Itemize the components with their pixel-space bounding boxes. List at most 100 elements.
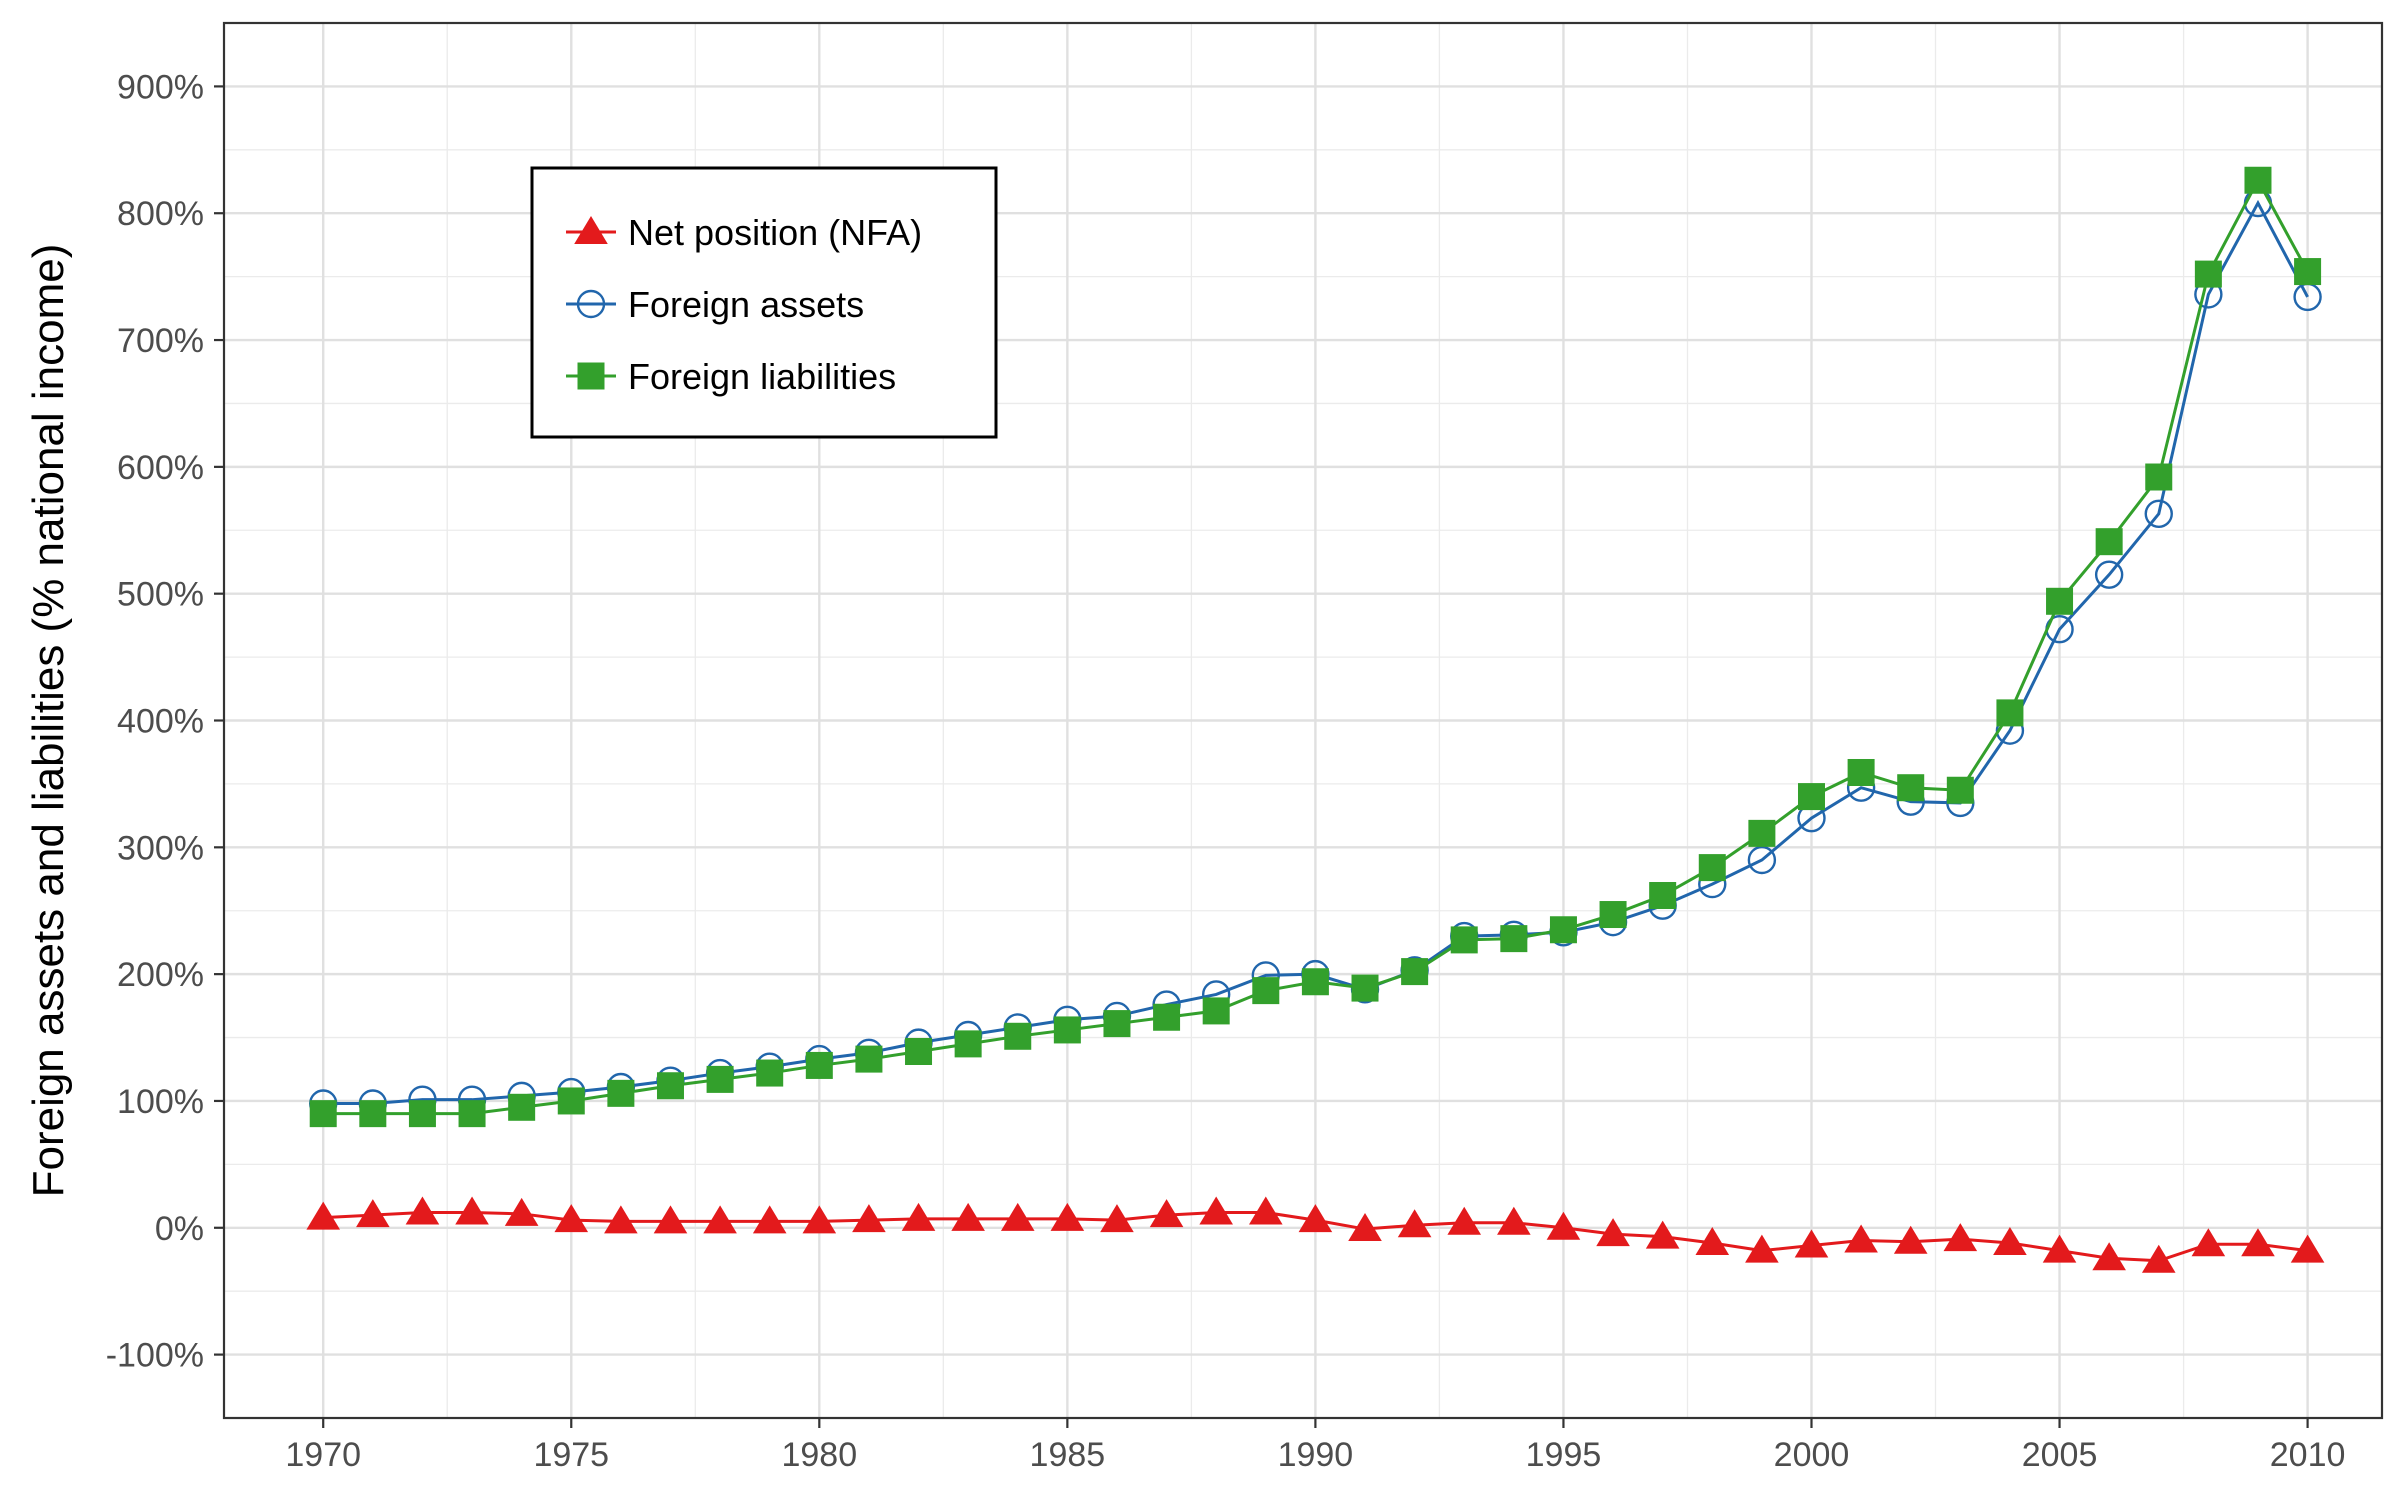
data-point-square	[458, 1100, 486, 1128]
data-point-triangle	[1745, 1234, 1779, 1263]
data-point-triangle	[1497, 1206, 1531, 1235]
data-point-triangle	[1695, 1226, 1730, 1255]
data-point-triangle	[1298, 1204, 1333, 1233]
data-point-square	[2294, 258, 2322, 286]
data-point-triangle	[703, 1205, 737, 1234]
data-point-square	[1351, 974, 1379, 1002]
data-point-triangle	[1447, 1206, 1482, 1235]
data-point-square	[1053, 1016, 1081, 1044]
legend-label: Net position (NFA)	[628, 212, 922, 253]
data-point-square	[1103, 1010, 1131, 1038]
data-point-square	[359, 1100, 387, 1128]
data-point-triangle	[1844, 1224, 1878, 1253]
data-point-square	[1946, 776, 1974, 804]
data-point-square	[805, 1051, 833, 1079]
data-point-triangle	[356, 1199, 390, 1228]
data-point-triangle	[1546, 1211, 1581, 1240]
data-point-square	[1202, 997, 1230, 1025]
series-triangle	[306, 1196, 2325, 1273]
data-point-triangle	[2241, 1228, 2275, 1257]
data-point-square	[1797, 783, 1825, 811]
data-point-square	[954, 1030, 982, 1058]
data-point-triangle	[1794, 1229, 1829, 1258]
data-point-triangle	[1000, 1202, 1035, 1231]
y-tick-label: 100%	[117, 1083, 204, 1121]
data-point-triangle	[1943, 1223, 1978, 1252]
data-point-open-circle	[2094, 560, 2124, 589]
legend-item: Foreign assets	[566, 284, 864, 325]
data-point-triangle	[1248, 1196, 1283, 1225]
data-point-square	[1847, 758, 1875, 786]
data-point-square	[2095, 528, 2123, 556]
legend-item: Net position (NFA)	[566, 212, 922, 253]
x-tick-label: 1990	[1278, 1436, 1354, 1474]
data-point-square	[1996, 699, 2024, 727]
series-square	[309, 166, 2322, 1128]
data-point-square	[557, 1087, 585, 1115]
data-point-triangle	[1893, 1225, 1928, 1254]
axes: 1970 1975 1980 1985 1990 1995 2000 2005 2010 -100…	[106, 68, 2346, 1474]
data-point-square	[1301, 968, 1329, 996]
y-tick-label: 500%	[117, 576, 204, 614]
x-tick-label: 2010	[2270, 1436, 2346, 1474]
data-point-square	[309, 1100, 337, 1128]
series-layer	[306, 166, 2325, 1273]
y-tick-label: 400%	[117, 703, 204, 741]
data-point-triangle	[2092, 1242, 2126, 1271]
data-point-triangle	[951, 1202, 985, 1231]
data-point-square	[2244, 166, 2272, 194]
x-tick-label: 1980	[781, 1436, 857, 1474]
y-tick-label: -100%	[106, 1337, 204, 1375]
legend-label: Foreign liabilities	[628, 356, 896, 397]
data-point-square	[1599, 901, 1627, 929]
data-point-square	[855, 1045, 883, 1073]
data-point-triangle	[752, 1205, 787, 1234]
data-point-square	[905, 1037, 933, 1065]
y-tick-label: 600%	[117, 449, 204, 487]
x-tick-label: 1985	[1030, 1436, 1106, 1474]
data-point-open-circle	[2293, 282, 2322, 312]
data-point-square	[2194, 260, 2222, 288]
data-point-open-circle	[1747, 845, 1777, 875]
x-tick-label: 1995	[1526, 1436, 1602, 1474]
y-axis-title: Foreign assets and liabilities (% nation…	[24, 244, 73, 1198]
data-point-triangle	[1050, 1202, 1085, 1231]
x-tick-label: 1970	[285, 1436, 361, 1474]
x-tick-label: 2000	[1774, 1436, 1850, 1474]
data-point-square	[1748, 819, 1776, 847]
data-point-triangle	[504, 1197, 539, 1226]
data-point-triangle	[802, 1205, 837, 1234]
y-tick-label: 200%	[117, 956, 204, 994]
data-point-square	[508, 1093, 536, 1121]
data-point-triangle	[2141, 1244, 2176, 1273]
data-point-triangle	[554, 1204, 589, 1233]
data-point-open-circle	[2144, 499, 2173, 528]
data-point-triangle	[1993, 1226, 2027, 1255]
data-point-triangle	[653, 1205, 688, 1234]
y-tick-label: 900%	[117, 68, 204, 106]
y-tick-label: 300%	[117, 829, 204, 867]
data-point-triangle	[2191, 1228, 2226, 1257]
data-point-triangle	[455, 1196, 489, 1225]
y-tick-label: 800%	[117, 195, 204, 233]
data-point-triangle	[901, 1202, 936, 1231]
data-point-triangle	[1149, 1199, 1184, 1228]
data-point-square	[1401, 958, 1429, 986]
legend-key-marker	[574, 216, 608, 244]
data-point-square	[706, 1065, 734, 1093]
data-point-square	[2145, 463, 2173, 491]
data-point-square	[756, 1059, 784, 1087]
data-point-triangle	[1100, 1204, 1134, 1233]
data-point-square	[1153, 1003, 1181, 1031]
legend-label: Foreign assets	[628, 284, 864, 325]
data-point-square	[1450, 926, 1478, 954]
y-tick-label: 700%	[117, 322, 204, 360]
data-point-triangle	[1397, 1209, 1432, 1238]
legend-key-marker	[577, 362, 605, 390]
data-point-triangle	[1348, 1213, 1382, 1242]
x-tick-label: 2005	[2022, 1436, 2098, 1474]
data-point-square	[656, 1072, 684, 1100]
data-point-triangle	[1645, 1220, 1680, 1249]
